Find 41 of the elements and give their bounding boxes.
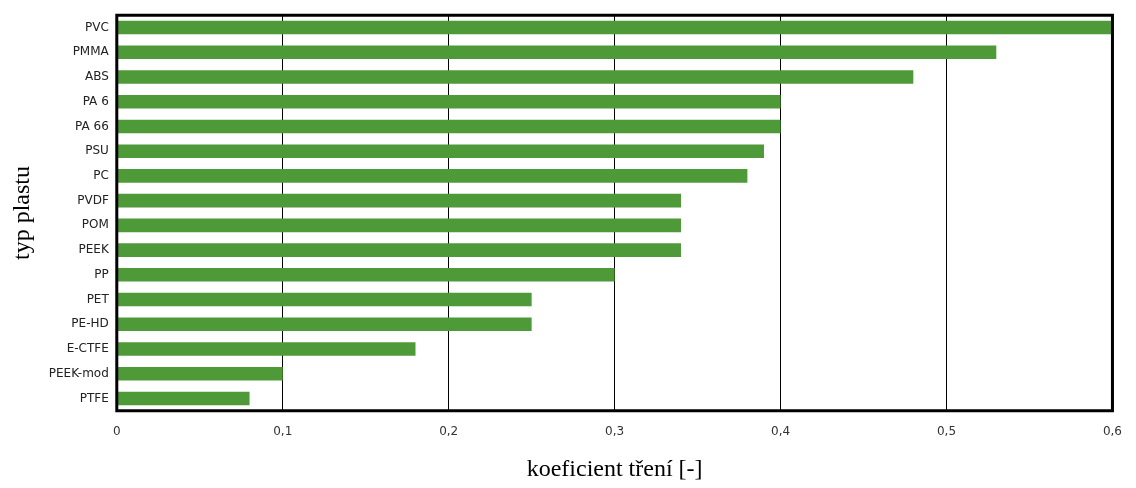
bar bbox=[117, 119, 781, 134]
x-tick-label: 0,3 bbox=[605, 424, 625, 439]
bar bbox=[117, 169, 748, 183]
x-axis-title: koeficient tření [-] bbox=[526, 454, 703, 481]
bar bbox=[117, 366, 283, 381]
y-tick-label: PA 66 bbox=[75, 118, 109, 133]
y-tick-label: PET bbox=[86, 291, 110, 306]
y-tick-label: PC bbox=[93, 168, 109, 183]
y-axis-title: typ plastu bbox=[7, 166, 34, 260]
y-tick-label: PTFE bbox=[79, 390, 109, 405]
bar bbox=[117, 391, 250, 406]
bar bbox=[117, 268, 615, 282]
y-tick-label: ABS bbox=[84, 69, 109, 84]
y-tick-label: PMMA bbox=[72, 44, 110, 59]
bar bbox=[117, 342, 416, 356]
y-tick-label: PVC bbox=[84, 19, 109, 34]
x-tick-label: 0,6 bbox=[1102, 424, 1122, 439]
bar bbox=[117, 144, 764, 158]
x-tick-label: 0,5 bbox=[936, 424, 957, 439]
y-tick-label: POM bbox=[81, 217, 109, 232]
x-tick-label: 0,1 bbox=[273, 424, 293, 439]
y-tick-label: PEEK-mod bbox=[48, 365, 109, 380]
y-tick-label: PA 6 bbox=[82, 93, 109, 108]
bar bbox=[117, 70, 914, 84]
bar bbox=[117, 45, 997, 60]
bar bbox=[117, 317, 532, 332]
y-tick-label: E-CTFE bbox=[66, 341, 109, 356]
y-tick-label: PP bbox=[94, 266, 109, 281]
bar bbox=[117, 292, 532, 307]
y-tick-label: PSU bbox=[85, 143, 109, 158]
y-tick-label: PEEK bbox=[78, 242, 110, 257]
y-tick-label: PVDF bbox=[77, 192, 109, 207]
x-tick-label: 0,2 bbox=[439, 424, 459, 439]
bar bbox=[117, 20, 1113, 35]
bar bbox=[117, 94, 781, 109]
y-tick-label: PE-HD bbox=[71, 316, 109, 331]
x-tick-label: 0,4 bbox=[771, 424, 791, 439]
x-tick-label: 0 bbox=[112, 424, 121, 439]
bar bbox=[117, 243, 681, 257]
bar bbox=[117, 218, 681, 233]
bar bbox=[117, 193, 681, 208]
